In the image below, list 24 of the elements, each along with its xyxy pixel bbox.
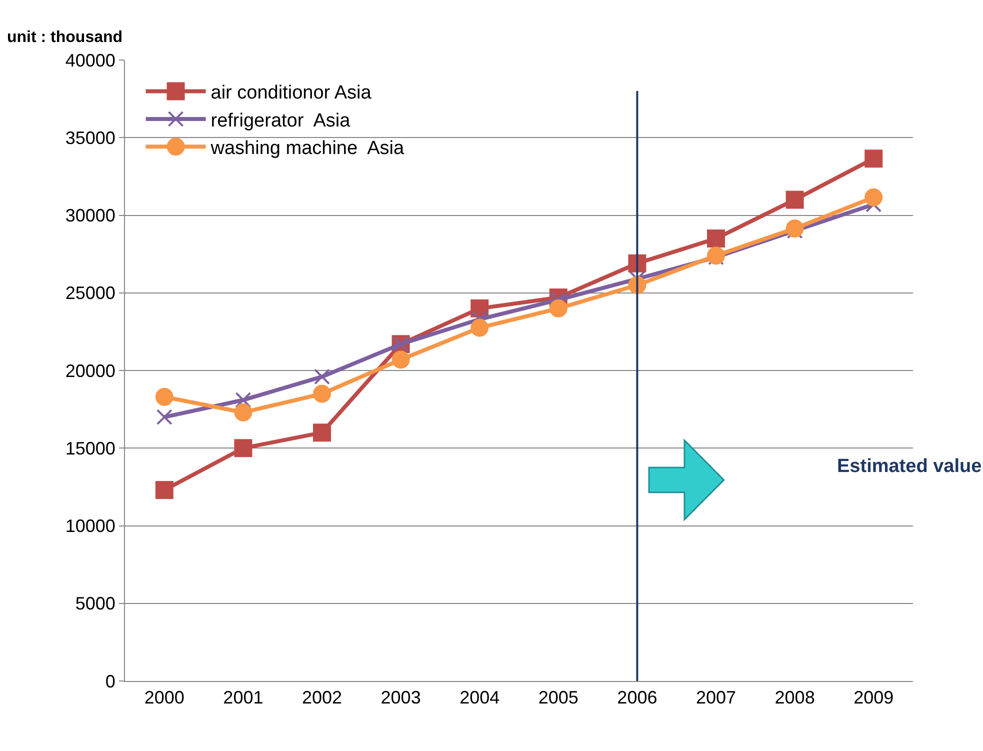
x-tick-label: 2001 [223,688,264,708]
y-tick-label: 40000 [65,50,116,70]
x-tick-label: 2007 [696,688,736,708]
x-tick-label: 2006 [617,688,658,708]
y-axis-title: unit : thousand [7,29,123,46]
x-tick-label: 2000 [144,688,184,708]
y-tick-label: 0 [105,671,116,692]
y-tick-label: 35000 [65,128,116,148]
y-tick-label: 20000 [65,360,116,381]
y-tick-label: 30000 [65,206,116,226]
y-tick-label: 25000 [65,283,116,304]
y-tick-label: 5000 [75,594,116,614]
x-tick-label: 2004 [460,688,500,708]
y-tick-label: 10000 [65,516,116,536]
x-tick-label: 2002 [302,688,342,708]
x-tick-label: 2003 [380,688,421,708]
y-tick-label: 15000 [65,438,116,458]
x-tick-label: 2008 [774,688,815,708]
legend-label: refrigerator Asia [210,110,351,132]
legend-label: washing machine Asia [210,138,404,160]
annotation: Estimated value [837,456,982,477]
legend-label: air conditionor Asia [210,82,372,104]
x-tick-label: 2005 [538,688,578,708]
x-tick-label: 2009 [854,688,894,708]
